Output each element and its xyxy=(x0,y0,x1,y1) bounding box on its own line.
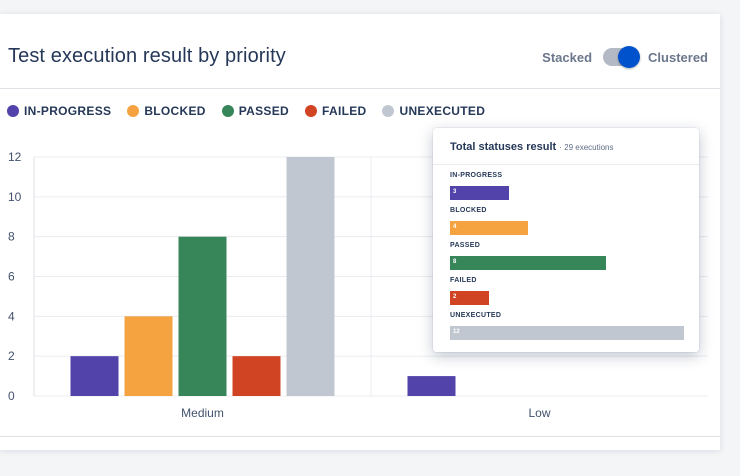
legend-label: UNEXECUTED xyxy=(399,104,486,118)
chart-legend: IN-PROGRESS BLOCKED PASSED FAILED UNEXEC… xyxy=(7,104,501,118)
tooltip-row-in-progress: IN-PROGRESS 3 xyxy=(450,172,690,200)
view-toggle-group: Stacked Clustered xyxy=(542,46,708,68)
legend-dot-icon xyxy=(7,105,19,117)
tooltip-row-value: 12 xyxy=(453,329,460,335)
tooltip-row-label: BLOCKED xyxy=(450,207,487,214)
legend-label: IN-PROGRESS xyxy=(24,104,112,118)
tooltip-header: Total statuses result · 29 executions xyxy=(433,128,699,165)
bar-in-progress-low xyxy=(407,376,456,396)
tooltip-title: Total statuses result · 29 executions xyxy=(450,141,614,153)
bar-failed-medium xyxy=(232,356,281,396)
legend-item-blocked[interactable]: BLOCKED xyxy=(127,104,205,118)
tooltip-row-value: 8 xyxy=(453,259,457,265)
bar-unexecuted-medium xyxy=(286,157,335,396)
y-tick-label: 6 xyxy=(8,270,15,284)
y-tick-label: 12 xyxy=(8,150,22,164)
y-tick-label: 2 xyxy=(8,349,15,363)
footer-divider xyxy=(0,436,720,437)
tooltip-row-bar: 8 xyxy=(450,256,606,270)
statuses-tooltip: Total statuses result · 29 executions IN… xyxy=(433,128,699,352)
tooltip-row-bar: 12 xyxy=(450,326,684,340)
tooltip-row-bar: 4 xyxy=(450,221,528,235)
legend-dot-icon xyxy=(305,105,318,117)
bar-passed-medium xyxy=(178,236,227,396)
tooltip-row-value: 2 xyxy=(453,294,457,300)
x-tick-label: Medium xyxy=(181,406,224,420)
bar-blocked-medium xyxy=(124,316,173,396)
tooltip-row-value: 4 xyxy=(453,224,457,230)
bar-in-progress-medium xyxy=(70,356,119,396)
tooltip-row-value: 3 xyxy=(453,189,457,195)
legend-item-failed[interactable]: FAILED xyxy=(305,104,366,118)
tooltip-row-failed: FAILED 2 xyxy=(450,277,690,305)
tooltip-subtitle: · 29 executions xyxy=(559,143,614,152)
bar-chart: 0 2 4 6 8 10 12 Medium Low xyxy=(8,150,708,420)
tooltip-row-label: PASSED xyxy=(450,242,481,249)
tooltip-row-bar: 3 xyxy=(450,186,509,200)
toggle-knob[interactable] xyxy=(618,46,641,68)
tooltip-row-unexecuted: UNEXECUTED 12 xyxy=(450,312,690,340)
tooltip-row-label: FAILED xyxy=(450,277,477,284)
chart-title: Test execution result by priority xyxy=(8,45,286,67)
y-tick-label: 0 xyxy=(8,389,15,403)
tooltip-row-label: IN-PROGRESS xyxy=(450,172,503,179)
tooltip-row-blocked: BLOCKED 4 xyxy=(450,207,690,235)
stacked-label[interactable]: Stacked xyxy=(542,49,593,65)
x-tick-label: Low xyxy=(528,406,550,420)
stacked-clustered-toggle[interactable] xyxy=(603,46,641,68)
y-tick-label: 10 xyxy=(8,190,22,204)
legend-label: FAILED xyxy=(322,104,367,118)
legend-label: BLOCKED xyxy=(144,104,206,118)
legend-item-unexecuted[interactable]: UNEXECUTED xyxy=(382,104,485,118)
clustered-label[interactable]: Clustered xyxy=(648,49,708,65)
y-tick-label: 8 xyxy=(8,230,15,244)
legend-item-in-progress[interactable]: IN-PROGRESS xyxy=(7,104,111,118)
legend-dot-icon xyxy=(382,105,395,117)
card-header: Test execution result by priority Stacke… xyxy=(0,14,720,89)
legend-label: PASSED xyxy=(238,104,290,118)
tooltip-title-text: Total statuses result xyxy=(450,141,557,153)
tooltip-row-passed: PASSED 8 xyxy=(450,242,690,270)
tooltip-row-bar: 2 xyxy=(450,291,489,305)
tooltip-row-label: UNEXECUTED xyxy=(450,312,502,319)
legend-dot-icon xyxy=(221,105,234,117)
legend-dot-icon xyxy=(127,105,140,117)
legend-item-passed[interactable]: PASSED xyxy=(221,104,290,118)
y-tick-label: 4 xyxy=(8,309,15,323)
